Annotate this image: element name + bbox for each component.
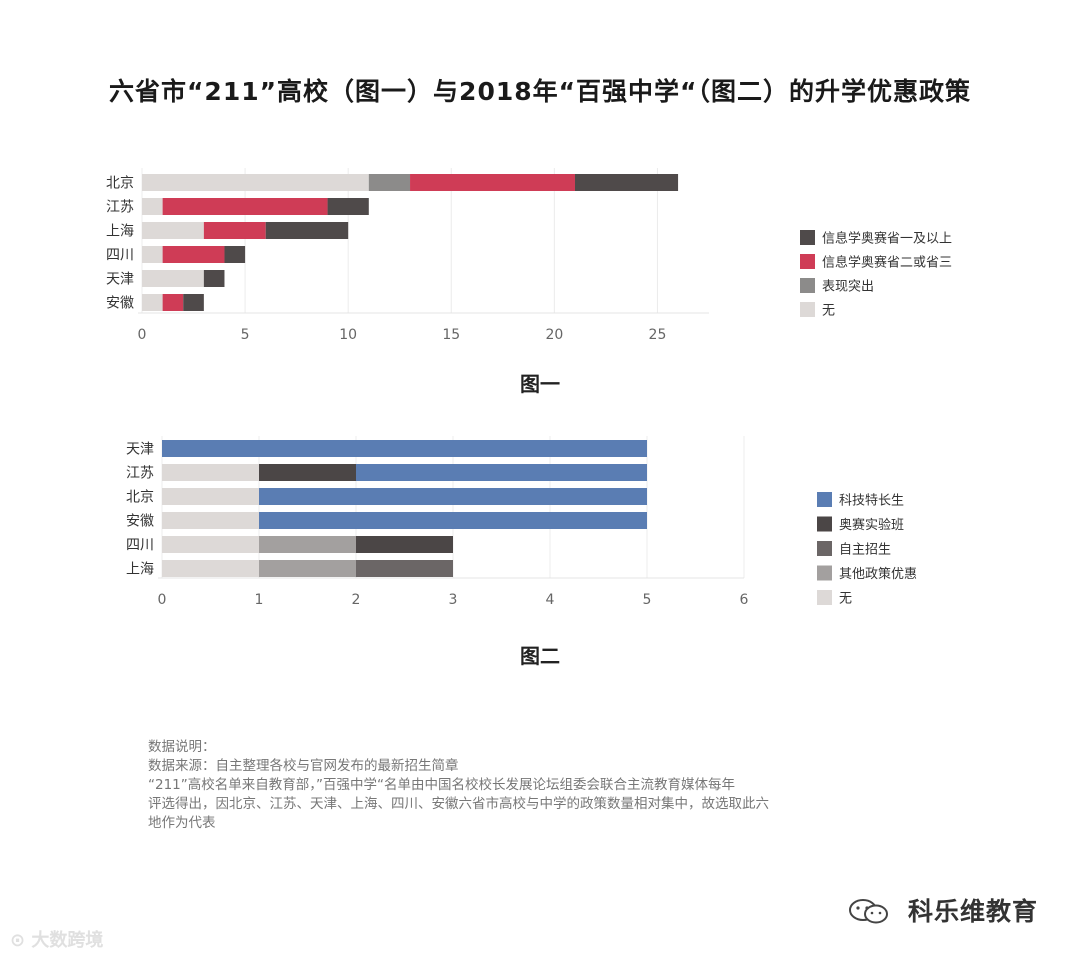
bar-segment [162, 560, 259, 577]
legend-swatch [800, 230, 815, 245]
legend-label: 自主招生 [839, 543, 891, 558]
bar-segment [162, 198, 328, 215]
legend-label: 无 [839, 592, 852, 607]
bar-segment [203, 222, 266, 239]
notes-line-3: 地作为代表 [148, 815, 216, 831]
x-tick-label: 2 [352, 592, 361, 608]
category-label: 上海 [126, 562, 154, 578]
legend-label: 其他政策优惠 [839, 566, 917, 582]
watermark-icon: ⊙ [10, 930, 26, 951]
notes-heading: 数据说明： [148, 739, 216, 755]
bar-segment [574, 174, 679, 191]
category-label: 四川 [106, 248, 134, 264]
legend-swatch [817, 590, 832, 605]
bar-segment [356, 464, 647, 481]
bar-segment [356, 560, 453, 577]
legend-label: 信息学奥赛省一及以上 [822, 231, 952, 247]
x-tick-label: 1 [255, 592, 264, 608]
bar-segment [142, 198, 163, 215]
category-label: 天津 [126, 442, 154, 458]
legend-label: 表现突出 [822, 279, 874, 295]
bar-segment [162, 464, 259, 481]
x-tick-label: 20 [545, 327, 563, 343]
x-tick-label: 0 [138, 327, 147, 343]
data-notes: 数据说明： 数据来源：自主整理各校与官网发布的最新招生简章 “211”高校名单来… [148, 738, 908, 833]
bar-segment [162, 512, 259, 529]
category-label: 安徽 [106, 296, 134, 312]
bar-segment [142, 246, 163, 263]
legend-swatch [817, 565, 832, 581]
category-label: 北京 [126, 490, 154, 506]
chart-2-caption: 图二 [520, 644, 560, 668]
category-label: 安徽 [126, 514, 154, 530]
legend-label: 科技特长生 [839, 494, 904, 509]
chart-1-caption: 图一 [520, 372, 560, 396]
x-tick-label: 4 [546, 592, 555, 608]
bar-segment [142, 174, 369, 191]
bar-segment [203, 270, 225, 287]
brand-name: 科乐维教育 [908, 897, 1039, 926]
legend-label: 信息学奥赛省二或省三 [822, 255, 952, 271]
category-label: 江苏 [126, 466, 154, 482]
legend-swatch [800, 278, 815, 293]
category-label: 天津 [106, 272, 134, 288]
page-title: 六省市“211”高校（图一）与2018年“百强中学“（图二）的升学优惠政策 [109, 77, 971, 106]
bar-segment [410, 174, 575, 191]
bar-segment [162, 488, 259, 505]
x-tick-label: 5 [241, 327, 250, 343]
bar-segment [259, 464, 356, 481]
notes-source: 数据来源：自主整理各校与官网发布的最新招生简章 [148, 758, 459, 774]
bar-segment [259, 488, 647, 505]
watermark-text: 大数跨境 [31, 930, 104, 951]
category-label: 四川 [126, 538, 154, 554]
watermark: ⊙ 大数跨境 [10, 926, 103, 952]
x-tick-label: 5 [643, 592, 652, 608]
bar-segment [259, 536, 356, 553]
bar-segment [162, 246, 225, 263]
bar-segment [162, 536, 259, 553]
notes-line-2: 评选得出，因北京、江苏、天津、上海、四川、安徽六省市高校与中学的政策数量相对集中… [148, 796, 769, 812]
category-label: 北京 [106, 176, 134, 192]
legend-swatch [800, 254, 815, 269]
legend-swatch [817, 492, 832, 507]
bar-segment [265, 222, 349, 239]
x-tick-label: 3 [449, 592, 458, 608]
x-tick-label: 15 [442, 327, 460, 343]
x-tick-label: 25 [649, 327, 667, 343]
bar-segment [259, 512, 647, 529]
bar-segment [142, 294, 163, 311]
x-tick-label: 0 [158, 592, 167, 608]
bar-segment [142, 270, 204, 287]
wechat-icon [849, 899, 888, 924]
bar-segment [162, 440, 647, 457]
bar-segment [327, 198, 369, 215]
legend-swatch [800, 302, 815, 317]
bar-segment [259, 560, 356, 577]
bar-segment [356, 536, 453, 553]
legend-swatch [817, 516, 832, 532]
category-label: 上海 [106, 224, 134, 240]
bar-segment [368, 174, 411, 191]
legend-label: 无 [822, 304, 835, 319]
category-label: 江苏 [106, 200, 134, 216]
bar-segment [183, 294, 204, 311]
x-tick-label: 10 [339, 327, 357, 343]
bar-segment [162, 294, 184, 311]
notes-line-1: “211”高校名单来自教育部，”百强中学“名单由中国名校校长发展论坛组委会联合主… [148, 777, 735, 793]
legend-label: 奥赛实验班 [839, 517, 904, 533]
x-tick-label: 6 [740, 592, 749, 608]
legend-swatch [817, 541, 832, 556]
bar-segment [142, 222, 204, 239]
bar-segment [224, 246, 246, 263]
